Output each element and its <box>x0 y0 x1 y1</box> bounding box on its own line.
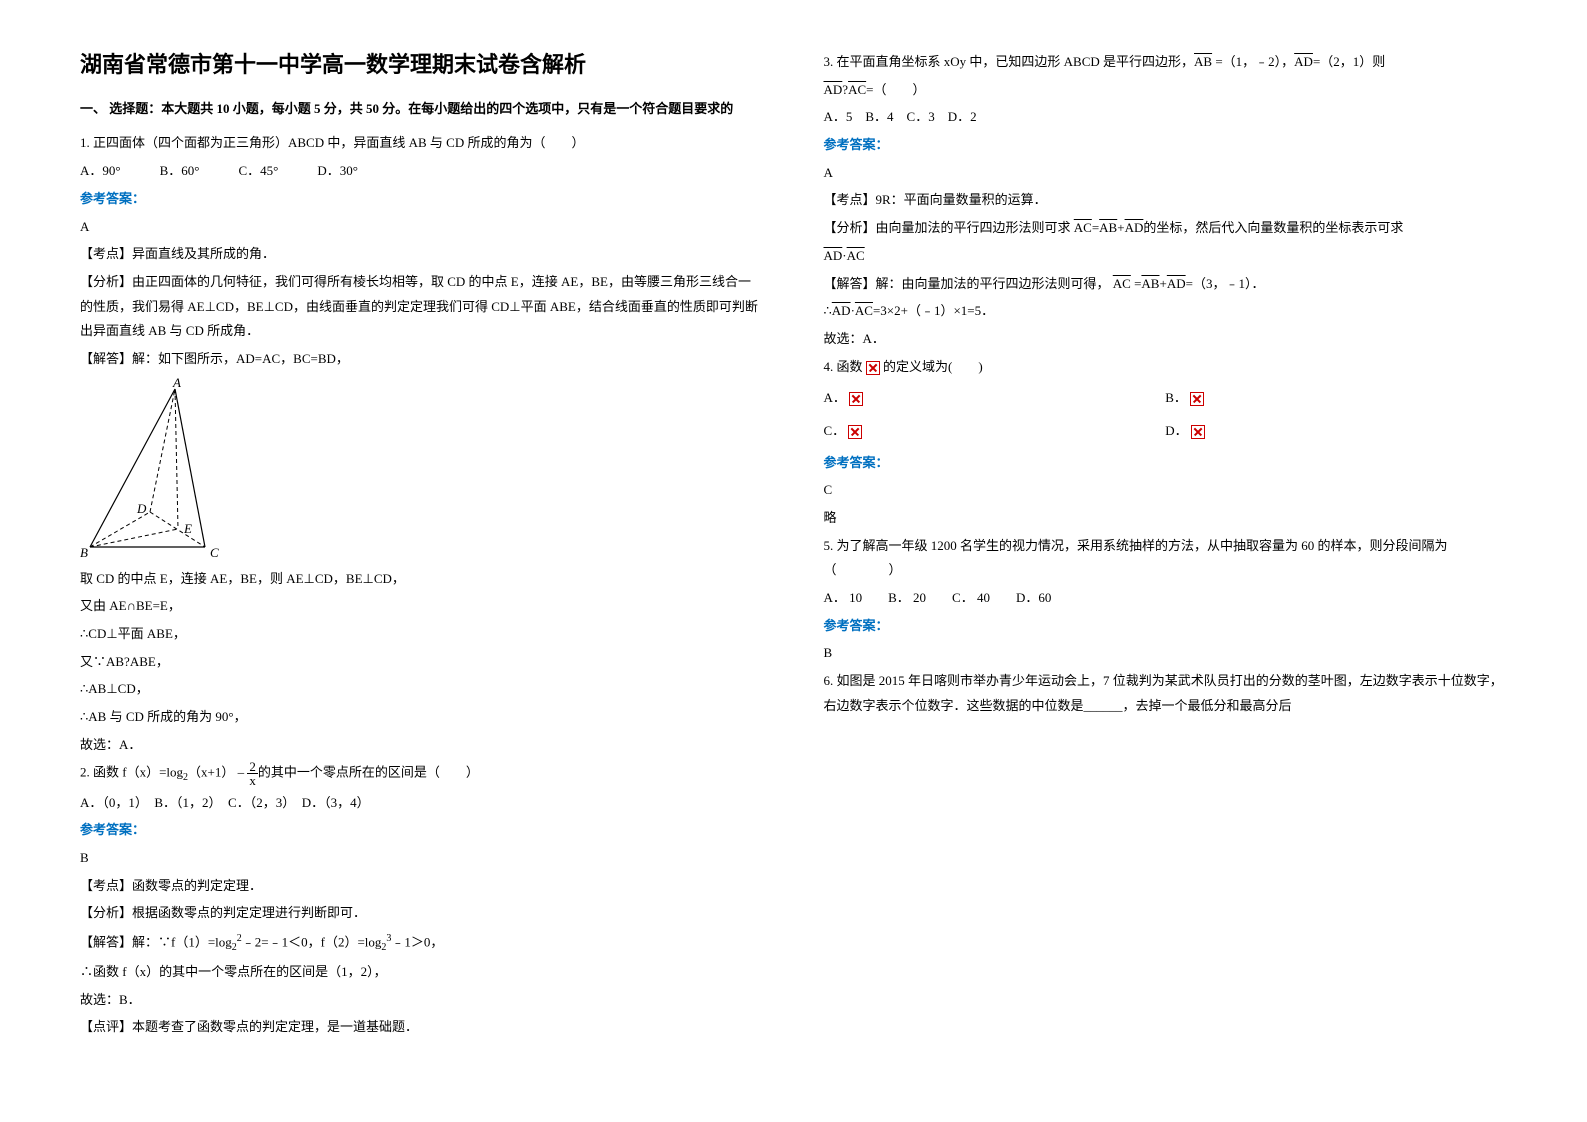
missing-image-icon <box>866 361 880 375</box>
q1-jieda-head: 【解答】解：如下图所示，AD=AC，BC=BD， <box>80 347 764 372</box>
q3-stem-line1: 3. 在平面直角坐标系 xOy 中，已知四边形 ABCD 是平行四边形，AB =… <box>824 50 1508 75</box>
q3-choices: A．5 B．4 C．3 D．2 <box>824 105 1508 130</box>
doc-title: 湖南省常德市第十一中学高一数学理期末试卷含解析 <box>80 50 764 81</box>
answer-label: 参考答案： <box>80 818 764 843</box>
log-text-2: log <box>365 934 382 949</box>
vec-AB-f: AB <box>1099 220 1117 235</box>
q3-jieda-l2: ∴AD·AC=3×2+（﹣1）×1=5． <box>824 299 1508 324</box>
q5-stem: 5. 为了解高一年级 1200 名学生的视力情况，采用系统抽样的方法，从中抽取容… <box>824 534 1508 583</box>
q1-kaodian: 【考点】异面直线及其所成的角． <box>80 242 764 267</box>
svg-text:C: C <box>210 545 219 560</box>
answer-label: 参考答案： <box>824 614 1508 639</box>
missing-image-icon <box>1191 425 1205 439</box>
log-text: log <box>215 934 232 949</box>
q5-answer: B <box>824 641 1508 666</box>
q3-stem-line2: AD?AC=（ ） <box>824 78 1508 103</box>
svg-text:A: A <box>172 377 181 390</box>
q3-fenxi-p4: 的坐标，然后代入向量数量积的坐标表示可求 <box>1143 220 1403 235</box>
vec-AD: AD <box>1294 54 1313 69</box>
q2-choices: A．（0，1） B．（1，2） C．（2，3） D．（3，4） <box>80 791 764 816</box>
q2-stem-pre: 2. 函数 f（x）=log <box>80 765 183 780</box>
vec-AC-j: AC <box>1113 276 1131 291</box>
q3-kaodian: 【考点】9R：平面向量数量积的运算． <box>824 188 1508 213</box>
vec-AC: AC <box>848 82 866 97</box>
q1-answer: A <box>80 215 764 240</box>
q4-B: B． <box>1165 390 1187 405</box>
q3-jieda-text: 【解答】解：由向量加法的平行四边形法则可得， <box>824 276 1110 291</box>
answer-label: 参考答案： <box>80 187 764 212</box>
q1-post-2: ∴CD⊥平面 ABE， <box>80 622 764 647</box>
q1-post-0: 取 CD 的中点 E，连接 AE，BE，则 AE⊥CD，BE⊥CD， <box>80 567 764 592</box>
section-one-heading: 一、 选择题：本大题共 10 小题，每小题 5 分，共 50 分。在每小题给出的… <box>80 97 764 122</box>
q2-jieda-pre: 【解答】解：∵f（1）= <box>80 934 215 949</box>
q1-triangle-figure: A B C D E <box>80 377 260 562</box>
q4-A: A． <box>824 390 846 405</box>
q3-p4: =（ ） <box>866 82 925 97</box>
vec-AC-f2: AC <box>847 248 865 263</box>
q4-stem: 4. 函数 的定义域为( ) <box>824 355 1508 380</box>
q3-jieda-l3: 故选：A． <box>824 327 1508 352</box>
vec-AB-j: AB <box>1141 276 1159 291</box>
q3-fenxi-p1: 【分析】由向量加法的平行四边形法则可求 <box>824 220 1074 235</box>
q3-p1: 3. 在平面直角坐标系 xOy 中，已知四边形 ABCD 是平行四边形， <box>824 54 1195 69</box>
vec-AD-2: AD <box>824 82 843 97</box>
q2-fenxi: 【分析】根据函数零点的判定定理进行判断即可． <box>80 901 764 926</box>
q4-lue: 略 <box>824 506 1508 531</box>
q1-fenxi: 【分析】由正四面体的几何特征，我们可得所有棱长均相等，取 CD 的中点 E，连接… <box>80 270 764 344</box>
q3-fenxi: 【分析】由向量加法的平行四边形法则可求 AC=AB+AD的坐标，然后代入向量数量… <box>824 216 1508 241</box>
q2-jieda-line1: 【解答】解：∵f（1）=log22﹣2=﹣1＜0，f（2）=log23﹣1＞0， <box>80 929 764 957</box>
q3-fenxi-line2: AD·AC <box>824 244 1508 269</box>
missing-image-icon <box>848 425 862 439</box>
q2-jieda-rest-1: 故选：B． <box>80 988 764 1013</box>
q3-p3: =（2，1）则 <box>1313 54 1385 69</box>
q4-pre: 4. 函数 <box>824 359 866 374</box>
q2-dianping: 【点评】本题考查了函数零点的判定定理，是一道基础题． <box>80 1015 764 1040</box>
q2-jieda-post: ﹣1＞0， <box>391 934 443 949</box>
q3-l2-post: =3×2+（﹣1）×1=5． <box>873 303 994 318</box>
q2-stem-post: 的其中一个零点所在的区间是（ ） <box>258 765 479 780</box>
vec-AC-j2: AC <box>855 303 873 318</box>
vec-AC-f: AC <box>1074 220 1092 235</box>
q2-frac-top: 2 <box>247 760 258 774</box>
answer-label: 参考答案： <box>824 133 1508 158</box>
q1-post-3: 又∵AB?ABE， <box>80 650 764 675</box>
vec-AD-j2: AD <box>832 303 851 318</box>
q3-jieda-l1: 【解答】解：由向量加法的平行四边形法则可得， AC =AB+AD=（3，﹣1）． <box>824 272 1508 297</box>
answer-label: 参考答案： <box>824 451 1508 476</box>
svg-text:D: D <box>136 501 147 516</box>
q1-post-4: ∴AB⊥CD， <box>80 677 764 702</box>
missing-image-icon <box>1190 392 1204 406</box>
q3-fenxi-p3: + <box>1117 220 1124 235</box>
q2-frac-bot: x <box>247 774 258 787</box>
q2-stem-mid: （x+1） – <box>188 765 247 780</box>
svg-text:E: E <box>183 521 192 536</box>
q1-post-1: 又由 AE∩BE=E， <box>80 594 764 619</box>
q3-p2: =（1，﹣2）， <box>1212 54 1294 69</box>
q1-post-6: 故选：A． <box>80 733 764 758</box>
vec-AD-f2: AD <box>824 248 843 263</box>
q2-answer: B <box>80 846 764 871</box>
q4-post: 的定义域为( ) <box>880 359 983 374</box>
q2-stem: 2. 函数 f（x）=log2（x+1） – 2x的其中一个零点所在的区间是（ … <box>80 760 764 787</box>
q3-jieda-eq: =（3，﹣1）． <box>1186 276 1265 291</box>
q4-choice-table: A． B． C． D． <box>824 382 1508 447</box>
q4-D: D． <box>1165 423 1187 438</box>
vec-AD-j: AD <box>1167 276 1186 291</box>
q2-kaodian: 【考点】函数零点的判定定理． <box>80 874 764 899</box>
q1-post-5: ∴AB 与 CD 所成的角为 90°， <box>80 705 764 730</box>
q3-l2-pre: ∴ <box>824 303 832 318</box>
q1-stem: 1. 正四面体（四个面都为正三角形）ABCD 中，异面直线 AB 与 CD 所成… <box>80 131 764 156</box>
q3-answer: A <box>824 161 1508 186</box>
q2-jieda-mid: ﹣2=﹣1＜0，f（2）= <box>242 934 365 949</box>
q6-stem: 6. 如图是 2015 年日喀则市举办青少年运动会上，7 位裁判为某武术队员打出… <box>824 669 1508 718</box>
missing-image-icon <box>849 392 863 406</box>
q5-choices: A． 10 B． 20 C． 40 D．60 <box>824 586 1508 611</box>
q2-jieda-rest-0: ∴函数 f（x）的其中一个零点所在的区间是（1，2）， <box>80 960 764 985</box>
q4-answer: C <box>824 478 1508 503</box>
vec-AD-f: AD <box>1125 220 1144 235</box>
q1-choices: A．90° B．60° C．45° D．30° <box>80 159 764 184</box>
q4-C: C． <box>824 423 846 438</box>
vec-AB: AB <box>1194 54 1212 69</box>
svg-text:B: B <box>80 545 88 560</box>
